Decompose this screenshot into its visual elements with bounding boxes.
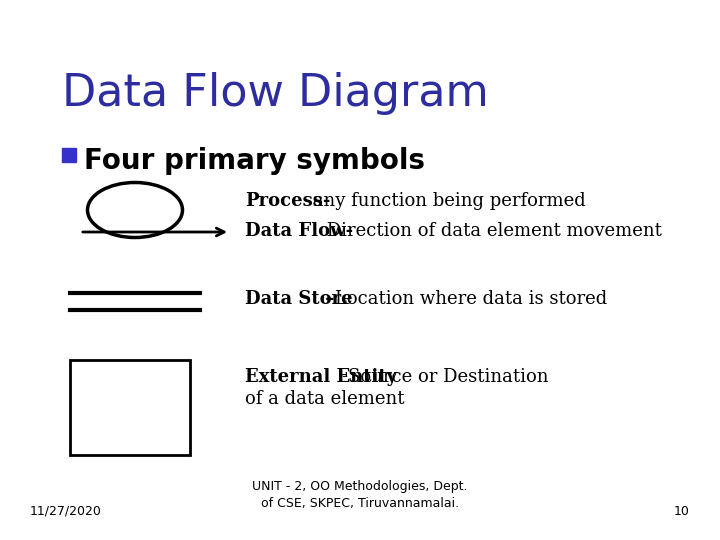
- Text: of a data element: of a data element: [245, 390, 405, 408]
- Text: Data Store: Data Store: [245, 290, 353, 308]
- Text: 11/27/2020: 11/27/2020: [30, 505, 102, 518]
- Bar: [62, 148, 76, 162]
- Text: any function being performed: any function being performed: [307, 192, 586, 210]
- Text: UNIT - 2, OO Methodologies, Dept.
of CSE, SKPEC, Tiruvannamalai.: UNIT - 2, OO Methodologies, Dept. of CSE…: [252, 480, 468, 510]
- Text: Process-: Process-: [245, 192, 330, 210]
- Text: Direction of data element movement: Direction of data element movement: [321, 222, 662, 240]
- Text: Four primary symbols: Four primary symbols: [84, 147, 425, 175]
- Bar: [70, 360, 190, 455]
- Text: 10: 10: [674, 505, 690, 518]
- Text: Data Flow-: Data Flow-: [245, 222, 353, 240]
- Text: –: –: [319, 290, 341, 308]
- Text: Location where data is stored: Location where data is stored: [335, 290, 607, 308]
- Text: Data Flow Diagram: Data Flow Diagram: [62, 72, 489, 115]
- Text: -Source or Destination: -Source or Destination: [342, 368, 549, 386]
- Text: External Entity: External Entity: [245, 368, 397, 386]
